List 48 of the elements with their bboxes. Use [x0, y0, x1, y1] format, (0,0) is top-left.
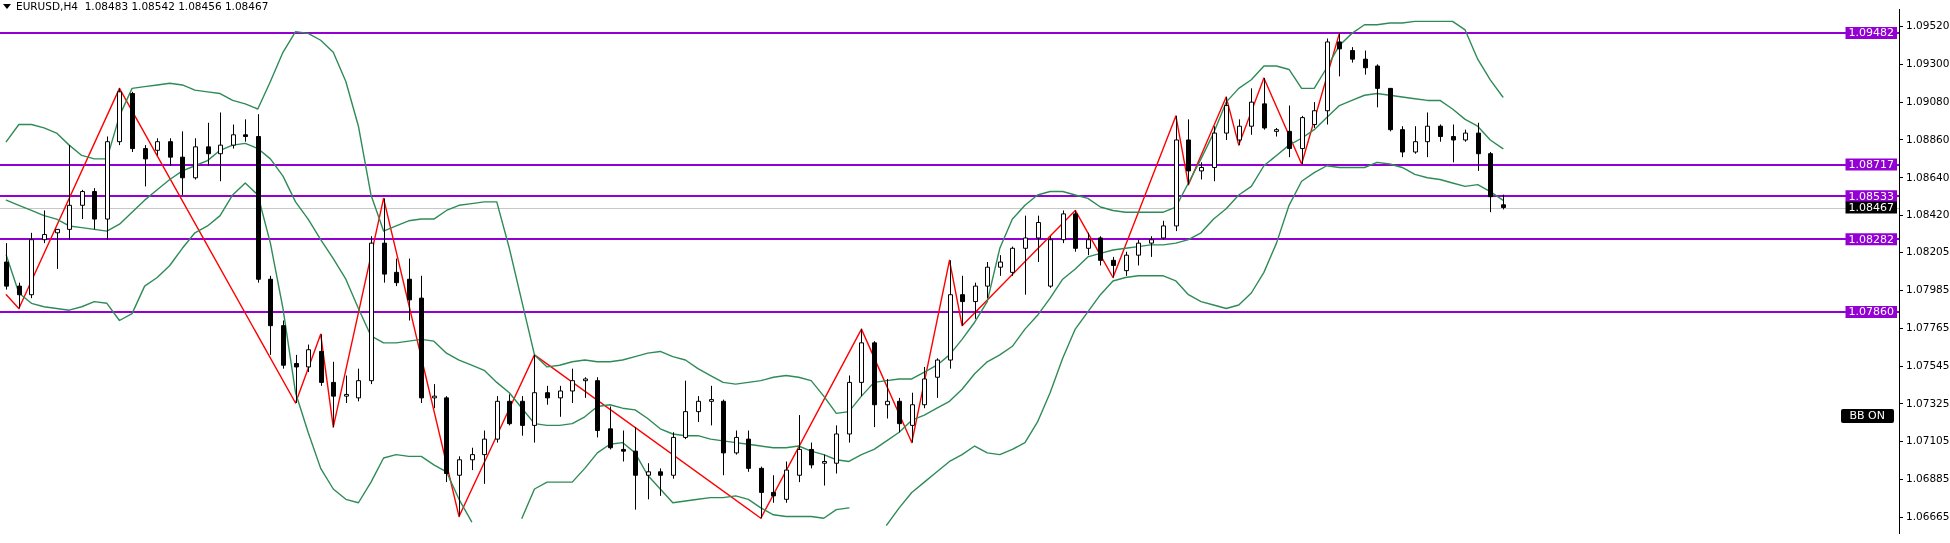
candlestick	[256, 113, 261, 284]
y-tick-label: 1.07325	[1906, 396, 1950, 409]
candlestick	[1023, 215, 1028, 296]
chart-title: EURUSD,H4 1.08483 1.08542 1.08456 1.08467	[16, 0, 269, 13]
y-tick-label: 1.09520	[1906, 19, 1950, 32]
candlestick	[92, 187, 97, 230]
candlestick	[658, 467, 663, 497]
candlestick	[859, 328, 864, 397]
candlestick	[1086, 232, 1091, 256]
ref-line-label: 1.09482	[1848, 26, 1895, 40]
candlestick	[168, 137, 173, 167]
candlestick	[1048, 235, 1053, 289]
y-tick-label: 1.09300	[1906, 57, 1950, 70]
candlestick	[683, 380, 688, 440]
candlestick	[646, 462, 651, 500]
y-tick-label: 1.07105	[1906, 434, 1950, 447]
candlestick	[1224, 96, 1229, 141]
ref-line-label: 1.08533	[1848, 189, 1895, 203]
candlestick	[1098, 235, 1103, 266]
y-tick-label: 1.07545	[1906, 358, 1950, 371]
candlestick	[457, 455, 462, 518]
ref-line-label: 1.07860	[1848, 305, 1895, 319]
candlestick	[1312, 101, 1317, 129]
y-tick-label: 1.08860	[1906, 132, 1950, 145]
y-tick-label: 1.06885	[1906, 472, 1950, 485]
candlestick	[105, 136, 110, 241]
candlestick	[80, 189, 85, 220]
candlestick	[822, 454, 827, 487]
y-tick-label: 1.08640	[1906, 170, 1950, 183]
candlestick	[1149, 235, 1154, 258]
candlestick	[444, 395, 449, 483]
y-tick-label: 1.08420	[1906, 208, 1950, 221]
y-tick-label: 1.09080	[1906, 94, 1950, 107]
candlestick	[709, 385, 714, 426]
annotation: BB ON	[1840, 409, 1894, 423]
candlestick	[948, 259, 953, 370]
candlestick	[532, 354, 537, 444]
ref-line-label: 1.08282	[1848, 232, 1895, 246]
candlestick	[910, 392, 915, 444]
candlestick	[231, 124, 236, 150]
candlestick	[281, 320, 286, 370]
ref-line-label: 1.08717	[1848, 157, 1895, 171]
candlestick	[1073, 209, 1078, 253]
y-tick-label: 1.07985	[1906, 283, 1950, 296]
y-tick-label: 1.08205	[1906, 245, 1950, 258]
ref-line-label: 1.08467	[1848, 200, 1895, 214]
y-tick-label: 1.07765	[1906, 320, 1950, 333]
y-tick-label: 1.06665	[1906, 510, 1950, 523]
